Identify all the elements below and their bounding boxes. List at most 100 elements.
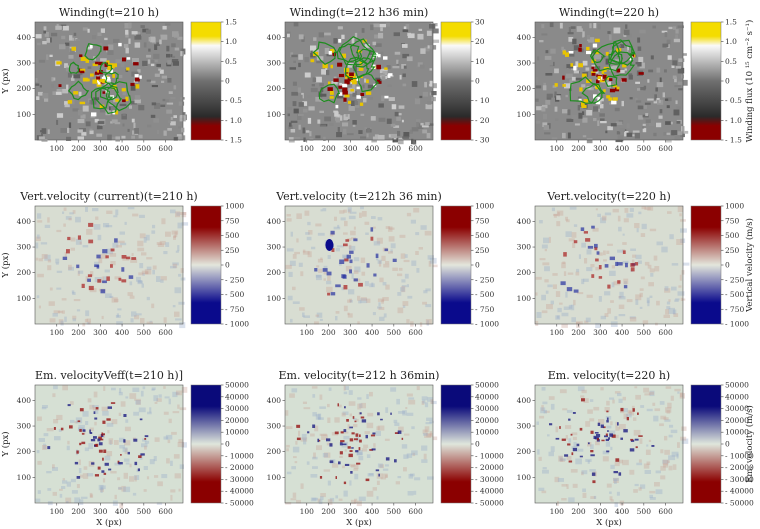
texture-cell [645,119,651,123]
texture-cell [575,458,582,465]
feature-mark [596,251,600,255]
texture-cell [79,241,82,245]
texture-cell [95,216,99,220]
texture-cell [576,26,583,32]
texture-cell [359,212,362,218]
feature-mark [99,78,105,83]
feature-mark [79,408,84,412]
texture-cell [619,128,625,132]
texture-cell [581,84,586,88]
feature-mark [562,50,567,55]
texture-cell [177,404,180,409]
feature-mark [92,79,98,84]
plot-area [535,22,683,140]
colorbar-tick-label: 20000 [725,416,749,425]
feature-mark [581,398,585,402]
texture-cell [598,419,605,425]
texture-cell [343,385,346,391]
texture-cell [577,105,580,111]
colorbar-label: Winding flux (10 ¹⁵ cm⁻² s⁻¹) [744,20,755,143]
texture-cell [102,478,106,483]
colorbar-tick-label: 10000 [725,428,749,437]
feature-mark [131,257,137,260]
texture-cell [134,42,141,48]
colorbar-tick-label: 1000 [475,202,494,211]
texture-cell [86,229,93,235]
texture-cell [680,297,683,301]
texture-cell [312,497,318,501]
y-tick-label: 300 [517,243,532,252]
texture-cell [361,271,366,276]
texture-cell [355,105,360,108]
texture-cell [156,129,160,135]
texture-cell [80,114,86,119]
texture-cell [64,101,69,105]
feature-mark [122,57,126,62]
texture-cell [92,208,99,212]
texture-cell [626,132,633,137]
texture-cell [617,215,621,222]
texture-cell [171,431,177,435]
texture-cell [106,210,113,214]
y-tick-label: 100 [17,110,32,119]
feature-mark [337,62,343,67]
texture-cell [41,254,48,259]
texture-cell [622,260,629,264]
texture-cell [298,430,301,437]
texture-cell [177,36,183,40]
texture-cell [117,308,122,311]
texture-cell [110,105,117,111]
texture-cell [324,452,331,458]
texture-cell [401,286,406,293]
texture-cell [85,207,88,212]
texture-cell [571,446,578,449]
texture-cell [137,247,145,252]
texture-cell [36,234,40,239]
texture-cell [410,219,416,224]
texture-cell [546,304,553,310]
colorbar-tick-label: - 750 [225,305,244,314]
x-tick-label: 200 [321,328,336,337]
texture-cell [662,92,665,98]
texture-cell [545,99,551,105]
feature-mark [634,262,639,266]
x-tick-label: 600 [158,144,173,153]
feature-mark [591,225,595,229]
feature-mark [110,402,116,404]
texture-cell [345,114,348,117]
texture-cell [44,32,49,37]
texture-cell [81,67,86,70]
feature-mark [122,99,126,103]
texture-cell [388,75,394,78]
texture-cell [353,257,360,262]
texture-cell [130,318,134,323]
texture-cell [56,270,63,273]
texture-cell [424,46,430,52]
texture-cell [425,104,433,110]
texture-cell [349,480,352,486]
texture-cell [429,431,432,436]
texture-cell [168,91,173,94]
texture-cell [633,429,641,436]
y-tick-label: 200 [517,447,532,456]
texture-cell [654,266,660,272]
texture-cell [110,471,117,474]
feature-mark [370,236,374,241]
texture-cell [587,460,590,464]
texture-cell [353,418,357,421]
texture-cell [180,51,184,57]
x-tick-label: 100 [50,507,65,516]
colorbar-tick-label: - 20000 [725,463,754,472]
colorbar-tick-label: 0 [225,440,230,449]
colorbar-tick-label: - 50000 [225,499,254,508]
texture-cell [677,25,684,29]
texture-cell [313,37,317,41]
feature-mark [568,460,573,463]
texture-cell [547,60,553,66]
texture-cell [637,260,642,264]
texture-cell [164,396,170,399]
texture-cell [403,26,407,29]
texture-cell [566,409,573,413]
texture-cell [668,26,673,30]
plot-frame [284,384,434,504]
